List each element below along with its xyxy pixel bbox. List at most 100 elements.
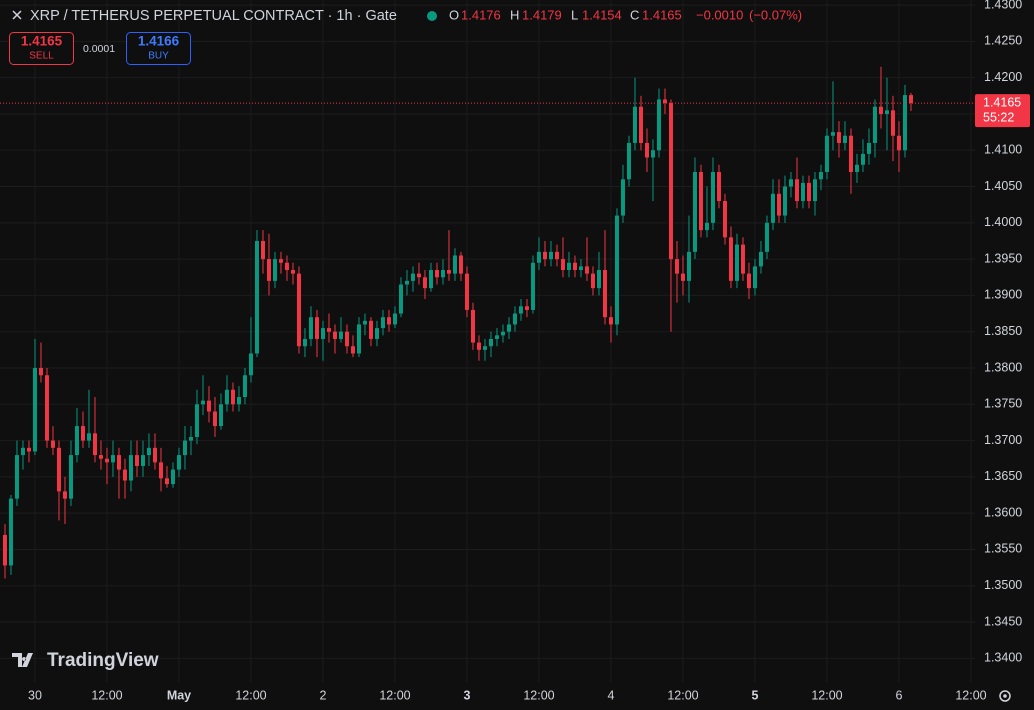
candle-body — [14, 455, 19, 499]
candle-body — [98, 455, 103, 459]
candle-body — [506, 324, 511, 332]
candle-body — [398, 284, 403, 314]
sell-price: 1.4165 — [21, 34, 63, 49]
candle-body — [854, 164, 859, 173]
candle-body — [806, 182, 811, 202]
candle-body — [554, 251, 559, 260]
candle-body — [110, 455, 115, 463]
candle-body — [350, 346, 355, 354]
candle-body — [452, 255, 457, 274]
spread: 0.0001 — [83, 43, 115, 55]
y-tick-label: 1.3900 — [984, 288, 1022, 302]
ohlc-key: C — [630, 7, 639, 22]
candle-body — [866, 142, 871, 154]
candle-body — [230, 389, 235, 405]
candle-body — [386, 317, 391, 325]
candle-body — [578, 266, 583, 271]
candle-body — [638, 106, 643, 143]
candle-body — [338, 331, 343, 339]
candle-body — [782, 186, 787, 216]
ohlc-key: O — [449, 7, 459, 22]
ohlc-key: L — [571, 7, 578, 22]
candle-body — [182, 440, 187, 456]
buy-label: BUY — [148, 51, 169, 62]
candle-body — [824, 135, 829, 173]
ohlc-value: 1.4176 — [461, 7, 501, 22]
candle-body — [260, 240, 265, 260]
candle-body — [716, 172, 721, 202]
settings-icon[interactable] — [999, 690, 1011, 702]
x-tick-label: 3 — [464, 688, 471, 702]
candle-body — [530, 262, 535, 310]
candle-body — [470, 309, 475, 343]
candle-body — [80, 426, 85, 441]
sell-button[interactable] — [9, 32, 74, 65]
candle-body — [752, 266, 757, 289]
x-tick-label: 2 — [320, 688, 327, 702]
price-tag-countdown: 55:22 — [983, 110, 1014, 124]
candle-body — [446, 270, 451, 274]
x-tick-label: 5 — [752, 688, 759, 702]
candle-body — [68, 455, 73, 499]
ohlc-key: H — [510, 7, 519, 22]
x-tick-label: 12:00 — [379, 688, 410, 702]
candle-body — [872, 106, 877, 143]
candle-body — [272, 259, 277, 281]
sell-label: SELL — [29, 51, 54, 62]
y-tick-label: 1.4300 — [984, 0, 1022, 11]
candle-body — [860, 153, 865, 165]
candle-body — [392, 313, 397, 325]
candle-body — [476, 342, 481, 350]
candle-body — [434, 270, 439, 278]
candle-body — [668, 103, 673, 260]
candle-body — [290, 270, 295, 274]
candle-body — [152, 447, 157, 463]
candle-body — [380, 317, 385, 329]
ohlc-value: 1.4179 — [522, 7, 562, 22]
candle-body — [464, 273, 469, 310]
ohlc-value: 1.4154 — [582, 7, 622, 22]
buy-button[interactable] — [126, 32, 191, 65]
candle-body — [560, 259, 565, 271]
candle-body — [608, 317, 613, 325]
y-tick-label: 1.4200 — [984, 70, 1022, 84]
candle-body — [620, 179, 625, 216]
close-icon[interactable] — [12, 10, 22, 20]
candle-body — [746, 273, 751, 289]
candle-body — [794, 179, 799, 202]
y-tick-label: 1.3500 — [984, 578, 1022, 592]
candle-body — [92, 433, 97, 456]
candle-body — [8, 498, 13, 566]
y-tick-label: 1.3650 — [984, 469, 1022, 483]
candle-body — [758, 251, 763, 267]
candle-body — [194, 404, 199, 437]
candle-body — [710, 172, 715, 223]
candle-body — [146, 447, 151, 456]
candle-body — [116, 455, 121, 470]
change: −0.0010 — [696, 7, 743, 22]
candle-body — [140, 455, 145, 466]
candle-body — [512, 313, 517, 325]
candle-body — [326, 328, 331, 332]
candle-body — [314, 317, 319, 339]
candle-body — [86, 433, 91, 441]
candles — [2, 66, 913, 579]
candle-body — [878, 106, 883, 114]
candle-body — [602, 270, 607, 318]
candle-body — [428, 270, 433, 289]
candle-body — [218, 404, 223, 427]
y-tick-label: 1.4050 — [984, 179, 1022, 193]
candle-body — [812, 179, 817, 202]
x-tick-label: 6 — [896, 688, 903, 702]
candle-body — [278, 259, 283, 263]
candle-body — [224, 389, 229, 405]
candle-body — [548, 251, 553, 260]
candle-body — [686, 251, 691, 281]
x-tick-label: 12:00 — [523, 688, 554, 702]
candle-body — [26, 447, 31, 452]
settings-icon-center — [1003, 694, 1007, 698]
candle-body — [632, 106, 637, 143]
candle-body — [770, 193, 775, 223]
